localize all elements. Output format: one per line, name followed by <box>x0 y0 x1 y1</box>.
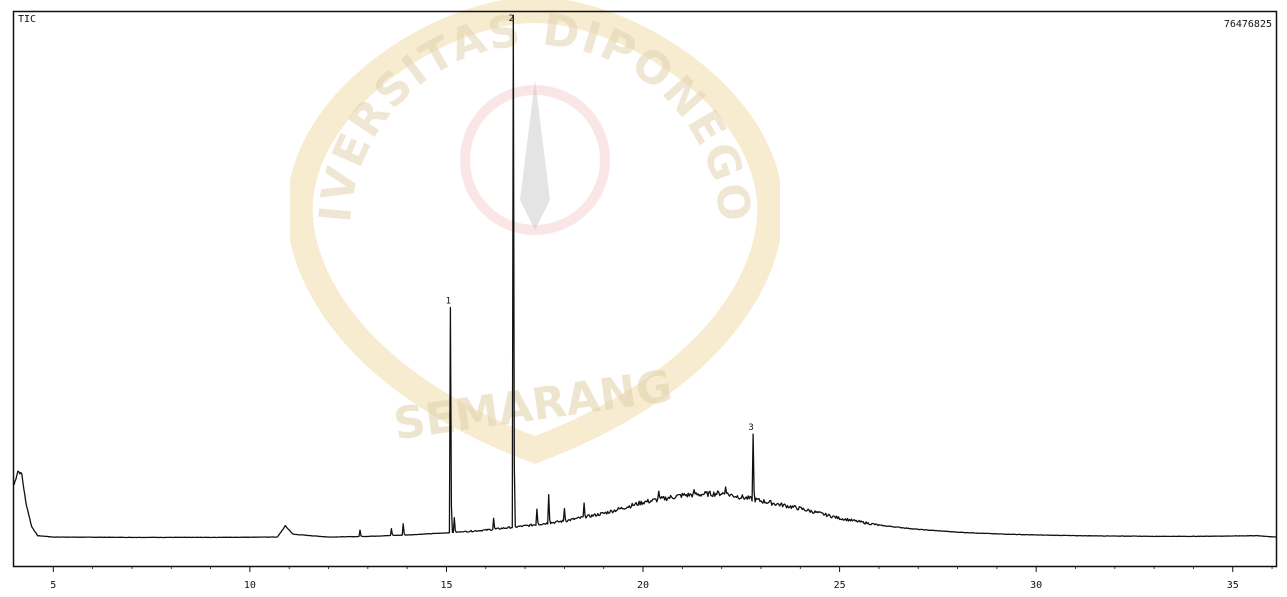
x-tick-label-20: 20 <box>637 580 649 591</box>
x-tick-label-35: 35 <box>1227 580 1239 591</box>
x-tick-label-5: 5 <box>50 580 56 591</box>
tic-trace <box>13 14 1277 539</box>
peak-label-1: 1 <box>446 296 451 306</box>
peak-label-3: 3 <box>748 423 753 433</box>
x-tick-label-25: 25 <box>834 580 846 591</box>
x-tick-label-15: 15 <box>440 580 452 591</box>
chart-title: TIC <box>18 14 36 25</box>
max-abundance-label: 76476825 <box>1224 19 1272 30</box>
x-axis: 5 10 15 20 25 30 35 <box>50 566 1273 591</box>
peak-labels: 1 2 3 <box>446 14 754 433</box>
x-tick-label-30: 30 <box>1030 580 1042 591</box>
x-tick-label-10: 10 <box>244 580 256 591</box>
plot-frame <box>12 10 1278 568</box>
peak-label-2: 2 <box>509 14 514 24</box>
